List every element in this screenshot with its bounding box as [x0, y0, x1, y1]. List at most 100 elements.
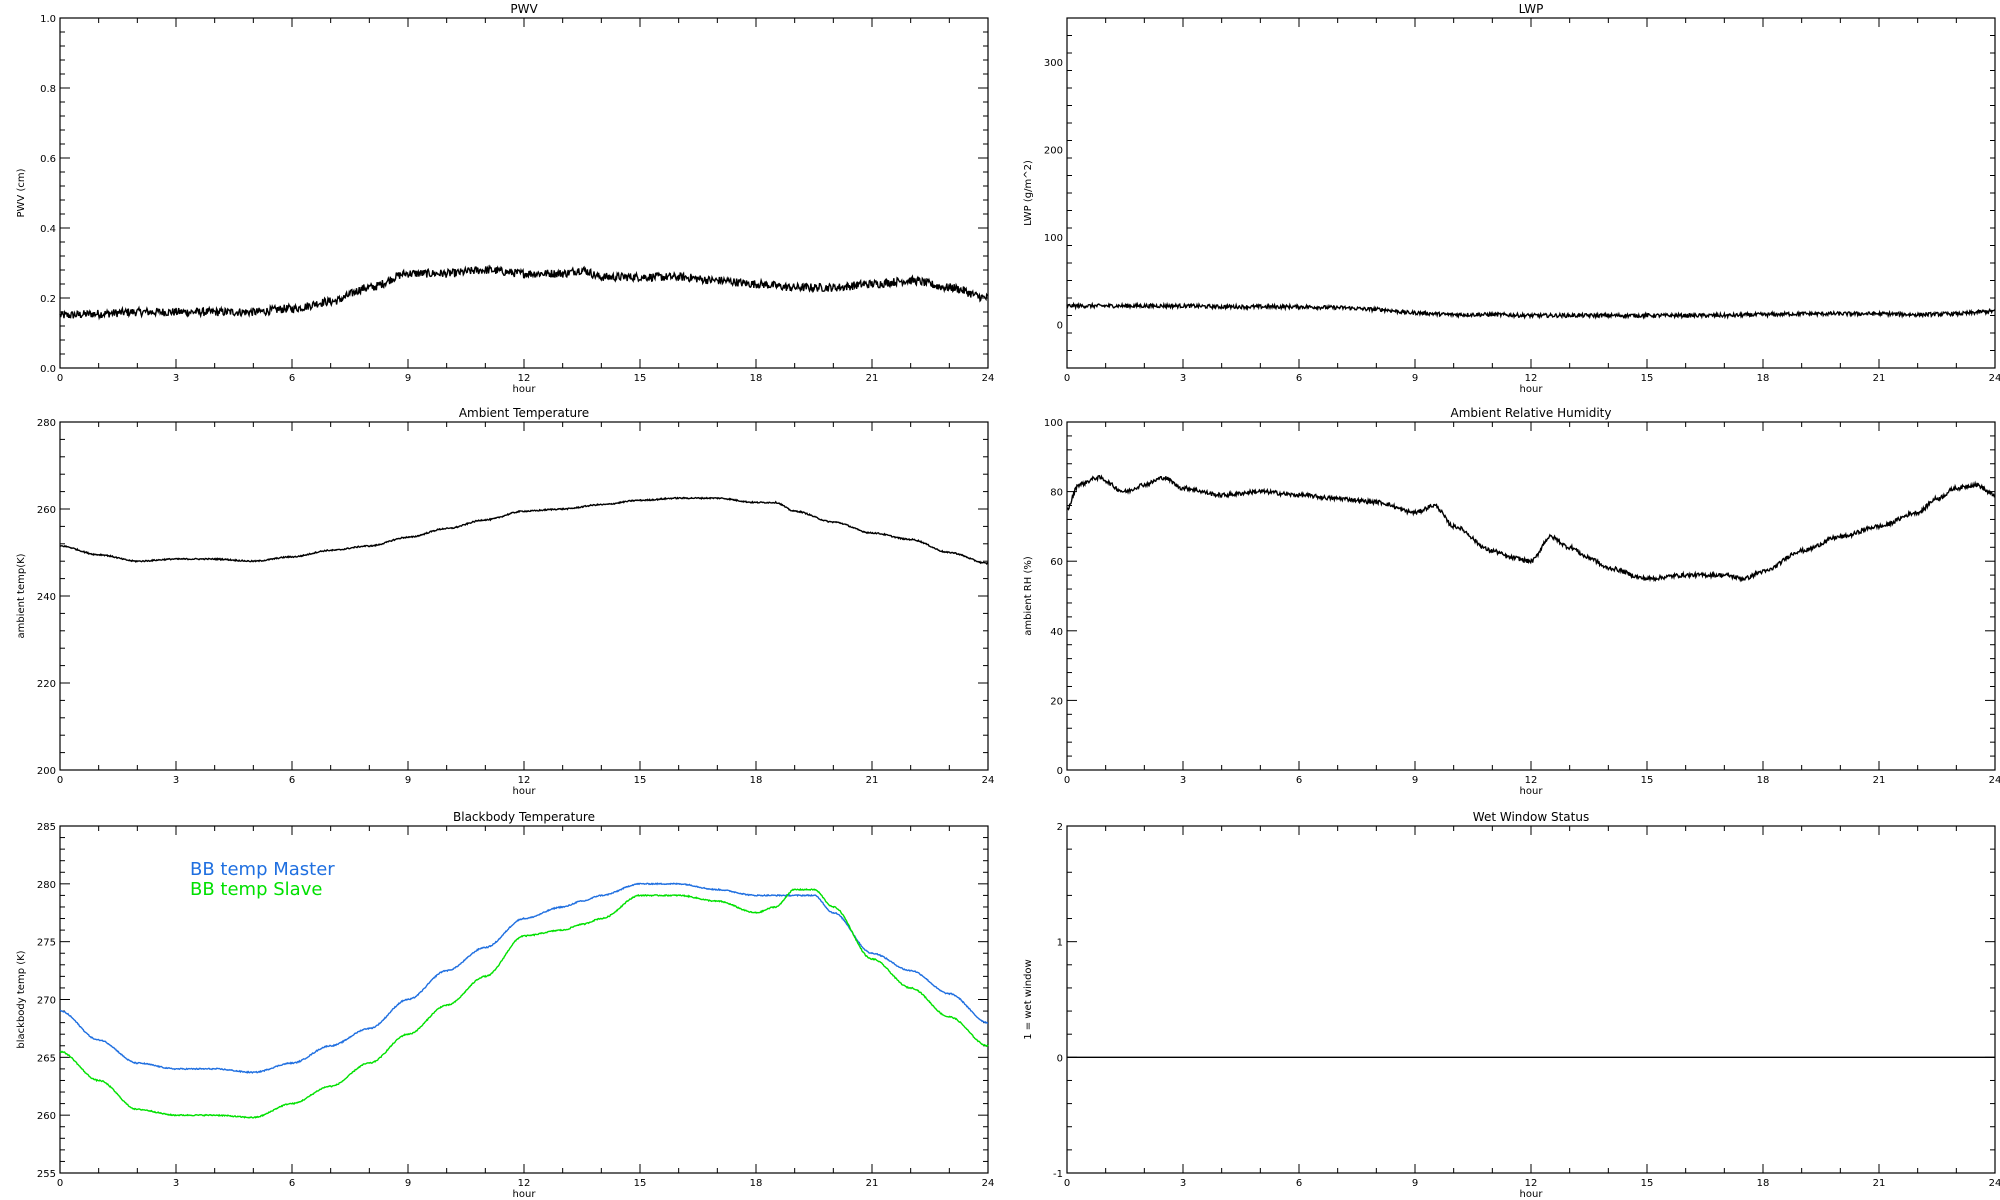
x-tick-label: 0	[57, 775, 63, 786]
y-tick-label: 255	[37, 1169, 56, 1180]
x-axis-label: hour	[1520, 384, 1544, 395]
panel-1: PWV 0 3 6 9 12 15 18 21 24 hour 0.0 0.2 0.4 0.6 0.8 1.0 P…	[16, 2, 994, 395]
y-tick-label: 2	[1057, 822, 1063, 833]
x-axis-label: hour	[513, 1189, 537, 1200]
chart-title: Ambient Temperature	[459, 406, 589, 420]
x-tick-label: 3	[1180, 1178, 1186, 1189]
x-tick-label: 3	[173, 373, 179, 384]
chart-title: PWV	[510, 2, 538, 16]
y-tick-label: 200	[1044, 145, 1063, 156]
y-tick-label: 100	[1044, 418, 1063, 429]
x-axis-label: hour	[513, 384, 537, 395]
series-line-1	[1066, 301, 1996, 320]
x-axis-label: hour	[1520, 1189, 1544, 1200]
x-tick-label: 12	[518, 1178, 531, 1189]
y-tick-label: 240	[37, 592, 56, 603]
x-tick-label: 15	[1641, 775, 1654, 786]
chart-title: Ambient Relative Humidity	[1451, 406, 1612, 420]
y-tick-label: 280	[37, 880, 56, 891]
x-tick-label: 18	[750, 775, 763, 786]
x-tick-label: 6	[1296, 373, 1302, 384]
x-tick-label: 6	[289, 1178, 295, 1189]
y-tick-label: 265	[37, 1053, 56, 1064]
x-tick-label: 24	[1989, 775, 2000, 786]
y-tick-label: 270	[37, 996, 56, 1007]
x-tick-label: 6	[289, 775, 295, 786]
x-tick-label: 15	[1641, 373, 1654, 384]
panel-4: Ambient Relative Humidity 0 3 6 9 12 15 18 21 24 h…	[1023, 406, 2000, 797]
x-tick-label: 24	[982, 775, 995, 786]
y-tick-label: 300	[1044, 58, 1063, 69]
y-tick-label: 1	[1057, 938, 1063, 949]
y-tick-label: 0	[1057, 320, 1063, 331]
x-tick-label: 24	[982, 373, 995, 384]
x-tick-label: 15	[634, 1178, 647, 1189]
x-tick-label: 21	[1873, 775, 1886, 786]
y-axis-label: PWV (cm)	[16, 168, 27, 217]
x-tick-label: 6	[1296, 1178, 1302, 1189]
x-tick-label: 15	[634, 373, 647, 384]
plot-frame	[59, 421, 989, 771]
x-tick-label: 9	[1412, 373, 1418, 384]
legend-entry: BB temp Master	[190, 859, 335, 880]
y-tick-label: 0.2	[40, 294, 56, 305]
x-tick-label: 21	[1873, 373, 1886, 384]
y-tick-label: 275	[37, 938, 56, 949]
x-tick-label: 21	[1873, 1178, 1886, 1189]
x-tick-label: 6	[1296, 775, 1302, 786]
plot-frame	[59, 17, 989, 369]
y-axis-label: ambient temp(K)	[16, 553, 27, 638]
y-axis-label: LWP (g/m^2)	[1023, 160, 1034, 226]
y-tick-label: 0.8	[40, 84, 56, 95]
y-tick-label: 280	[37, 418, 56, 429]
y-tick-label: 0.6	[40, 154, 56, 165]
chart-title: LWP	[1519, 2, 1544, 16]
x-tick-label: 3	[1180, 775, 1186, 786]
x-tick-label: 18	[1757, 1178, 1770, 1189]
x-tick-label: 9	[1412, 1178, 1418, 1189]
x-tick-label: 24	[1989, 1178, 2000, 1189]
x-tick-label: 9	[405, 775, 411, 786]
y-tick-label: 80	[1050, 488, 1063, 499]
panel-3: Ambient Temperature 0 3 6 9 12 15 18 21 24 hour 200…	[16, 406, 994, 797]
y-axis-label: blackbody temp (K)	[16, 950, 27, 1048]
y-tick-label: 1.0	[40, 14, 56, 25]
y-tick-label: 260	[37, 505, 56, 516]
series-line-1	[59, 496, 989, 565]
plot-frame	[1066, 825, 1996, 1174]
y-tick-label: 0	[1057, 766, 1063, 777]
y-tick-label: 285	[37, 822, 56, 833]
x-tick-label: 9	[405, 1178, 411, 1189]
x-tick-label: 0	[57, 373, 63, 384]
chart-title: Blackbody Temperature	[453, 810, 595, 824]
x-tick-label: 0	[1064, 373, 1070, 384]
x-tick-label: 24	[1989, 373, 2000, 384]
y-tick-label: 20	[1050, 696, 1063, 707]
y-tick-label: 0	[1057, 1053, 1063, 1064]
series-line-1	[59, 882, 989, 1074]
x-tick-label: 21	[866, 1178, 879, 1189]
x-tick-label: 0	[1064, 775, 1070, 786]
y-tick-label: 40	[1050, 627, 1063, 638]
x-tick-label: 0	[57, 1178, 63, 1189]
y-tick-label: 100	[1044, 233, 1063, 244]
panel-2: LWP 0 3 6 9 12 15 18 21 24 hour 0 100 200 300 LWP (g/m^…	[1023, 2, 2000, 395]
x-tick-label: 12	[1525, 373, 1538, 384]
x-axis-label: hour	[1520, 786, 1544, 797]
x-tick-label: 9	[1412, 775, 1418, 786]
y-tick-label: -1	[1053, 1169, 1063, 1180]
x-tick-label: 3	[173, 775, 179, 786]
y-tick-label: 0.0	[40, 364, 56, 375]
x-tick-label: 12	[518, 775, 531, 786]
chart-title: Wet Window Status	[1473, 810, 1589, 824]
y-tick-label: 200	[37, 766, 56, 777]
x-tick-label: 12	[1525, 1178, 1538, 1189]
x-tick-label: 12	[518, 373, 531, 384]
x-tick-label: 15	[1641, 1178, 1654, 1189]
x-tick-label: 3	[1180, 373, 1186, 384]
y-tick-label: 0.4	[40, 224, 56, 235]
x-tick-label: 3	[173, 1178, 179, 1189]
x-tick-label: 15	[634, 775, 647, 786]
